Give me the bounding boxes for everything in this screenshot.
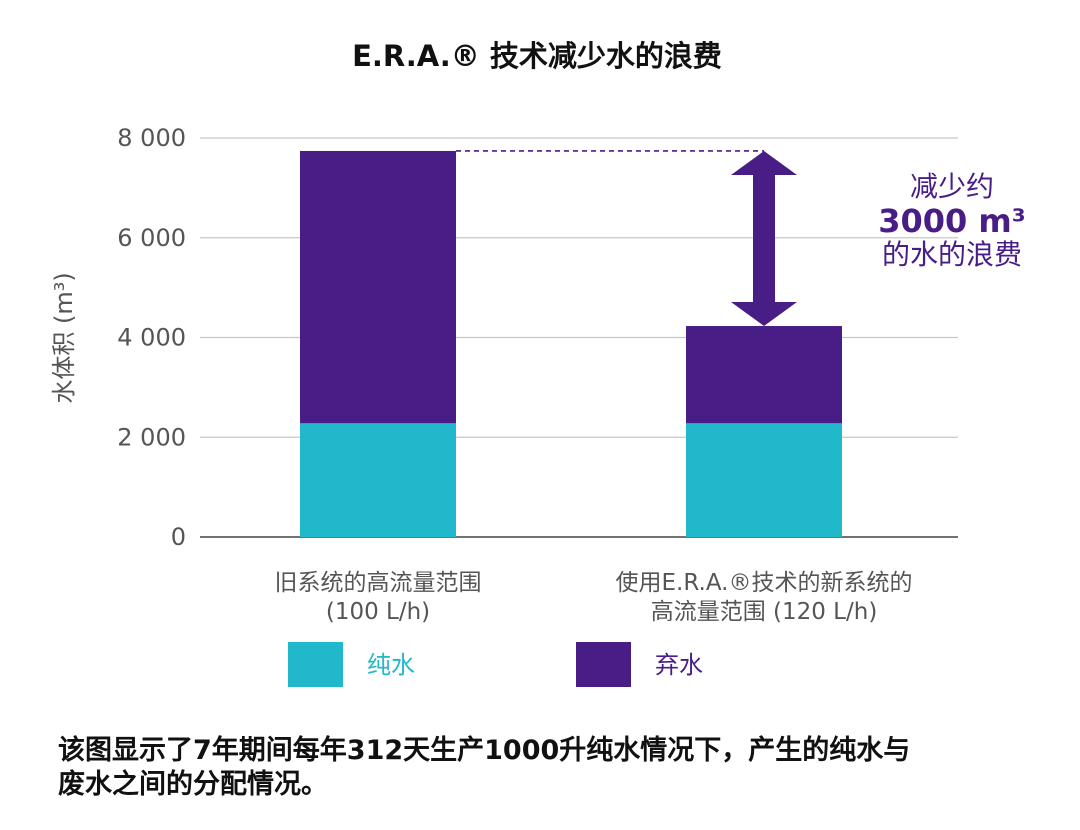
annotation-line1: 减少约 [910, 170, 994, 203]
double-arrow-shaft [753, 172, 775, 305]
x-tick-label-line2: 高流量范围 (120 L/h) [651, 599, 878, 625]
y-tick-label: 6 000 [117, 224, 186, 252]
legend-swatch [576, 642, 631, 687]
annotation-line3: 的水的浪费 [882, 238, 1022, 271]
bar-segment-waste-water [300, 150, 456, 424]
caption-line-2: 废水之间的分配情况。 [58, 769, 328, 800]
x-axis-labels: 旧系统的高流量范围 (100 L/h) 使用E.R.A.®技术的新系统的高流量范围 … [275, 570, 913, 625]
y-tick-label: 2 000 [117, 423, 186, 451]
figure-caption: 该图显示了7年期间每年312天生产1000升纯水情况下，产生的纯水与 废水之间的… [58, 734, 978, 802]
y-axis-ticks: 0 2 000 4 000 6 000 8 000 [117, 124, 186, 551]
y-axis-label: 水体积 (m³) [50, 272, 78, 403]
bar-segment-pure-water [686, 423, 842, 537]
arrow-head-down-icon [731, 302, 797, 327]
chart: E.R.A.® 技术减少水的浪费 水体积 (m³) 0 2 000 4 000 6 0… [50, 39, 1026, 687]
bars [300, 150, 842, 537]
bar-segment-waste-water [686, 326, 842, 424]
legend-swatch [288, 642, 343, 687]
x-tick-label-line1: 使用E.R.A.®技术的新系统的 [616, 570, 913, 596]
x-tick-label-line1: 旧系统的高流量范围 [275, 570, 482, 596]
annotation-line2: 3000 m³ [878, 202, 1026, 240]
x-tick-label-line2: (100 L/h) [326, 599, 430, 625]
y-tick-label: 0 [171, 523, 186, 551]
legend-label: 弃水 [655, 651, 703, 679]
legend: 纯水 弃水 [288, 642, 703, 687]
chart-title: E.R.A.® 技术减少水的浪费 [352, 39, 722, 73]
bar-segment-pure-water [300, 423, 456, 537]
y-tick-label: 4 000 [117, 324, 186, 352]
legend-label: 纯水 [367, 651, 415, 679]
y-tick-label: 8 000 [117, 124, 186, 152]
arrow-head-up-icon [731, 150, 797, 175]
caption-line-1: 该图显示了7年期间每年312天生产1000升纯水情况下，产生的纯水与 [58, 735, 911, 766]
